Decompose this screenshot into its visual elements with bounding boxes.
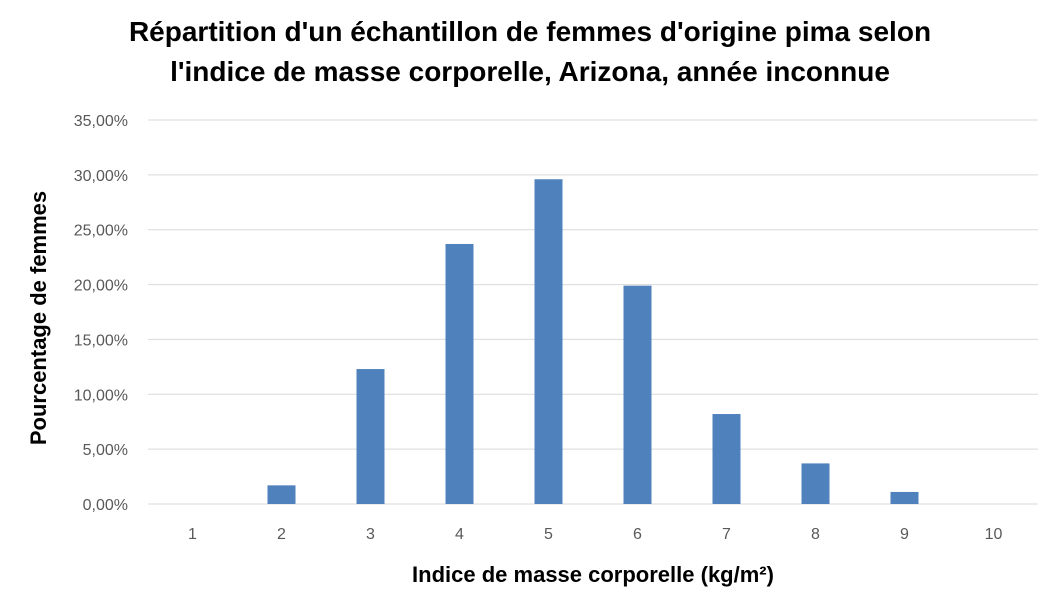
y-tick-label: 0,00% — [83, 497, 128, 514]
y-axis-tick-labels: 0,00% 5,00% 10,00% 15,00% 20,00% 25,00% 30,00%… — [74, 113, 128, 514]
bar-7 — [712, 414, 741, 504]
x-tick-label: 2 — [277, 526, 286, 543]
x-tick-label: 7 — [722, 526, 731, 543]
bar-8 — [801, 463, 830, 504]
y-tick-label: 35,00% — [74, 113, 128, 130]
x-tick-label: 10 — [985, 526, 1003, 543]
chart-title-line-1: Répartition d'un échantillon de femmes d… — [128, 16, 932, 47]
y-tick-label: 25,00% — [74, 223, 128, 240]
chart-title-line-2: l'indice de masse corporelle, Arizona, a… — [170, 56, 890, 87]
x-tick-label: 6 — [633, 526, 642, 543]
x-tick-label: 3 — [366, 526, 375, 543]
x-tick-label: 9 — [900, 526, 909, 543]
chart-title: Répartition d'un échantillon de femmes d… — [0, 12, 1060, 92]
bar-4 — [445, 243, 474, 504]
y-tick-label: 15,00% — [74, 332, 128, 349]
x-tick-label: 5 — [544, 526, 553, 543]
x-tick-label: 1 — [188, 526, 197, 543]
y-axis-title: Pourcentage de femmes — [26, 191, 51, 445]
y-tick-label: 20,00% — [74, 278, 128, 295]
bar-5 — [534, 179, 563, 504]
bar-2 — [267, 485, 296, 504]
bars — [267, 179, 919, 504]
x-axis-title: Indice de masse corporelle (kg/m²) — [412, 562, 774, 587]
bar-9 — [890, 491, 919, 504]
grid-lines — [148, 119, 1038, 505]
bar-3 — [356, 369, 385, 504]
x-axis-tick-labels: 1 2 3 4 5 6 7 8 9 10 — [188, 526, 1002, 543]
y-tick-label: 5,00% — [83, 442, 128, 459]
x-tick-label: 4 — [455, 526, 464, 543]
x-tick-label: 8 — [811, 526, 820, 543]
y-tick-label: 10,00% — [74, 387, 128, 404]
bar-6 — [623, 285, 652, 504]
y-tick-label: 30,00% — [74, 168, 128, 185]
